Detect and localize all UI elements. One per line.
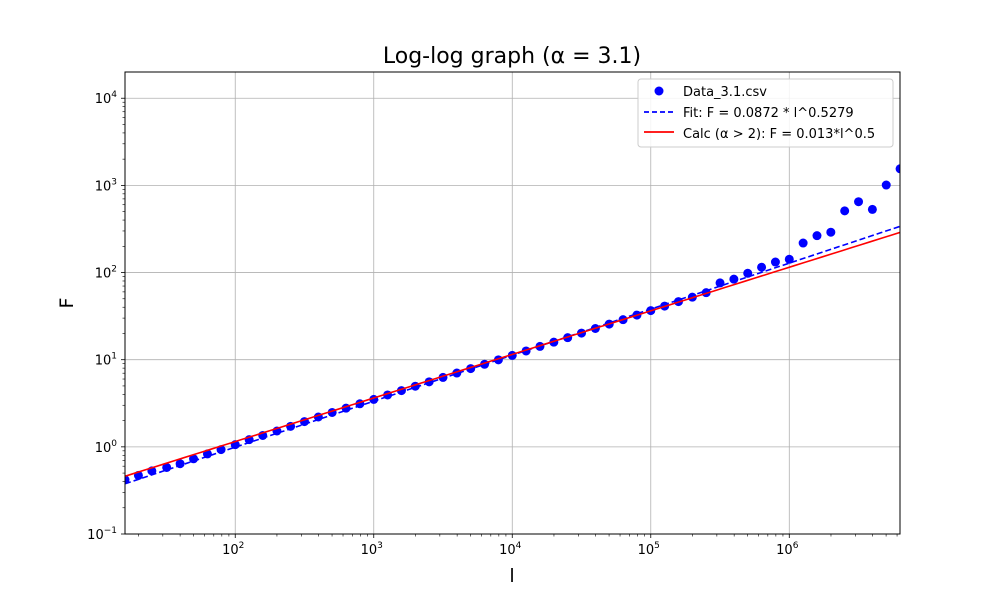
- legend: Data_3.1.csv Fit: F = 0.0872 * l^0.5279 …: [637, 78, 894, 148]
- calc-line: [125, 231, 900, 478]
- data-point: [770, 257, 780, 267]
- data-point: [757, 262, 767, 272]
- chart-title: Log-log graph (α = 3.1): [383, 44, 641, 69]
- data-point: [854, 197, 864, 207]
- legend-label-calc: Calc (α > 2): F = 0.013*l^0.5: [683, 127, 875, 142]
- x-tick-label: 102: [222, 541, 244, 558]
- data-point: [812, 231, 822, 241]
- plot-area: [125, 164, 900, 485]
- y-tick-label: 100: [95, 439, 118, 456]
- legend-label-fit: Fit: F = 0.0872 * l^0.5279: [683, 106, 854, 121]
- y-tick-label: 101: [95, 352, 117, 369]
- legend-label-data: Data_3.1.csv: [683, 85, 767, 100]
- data-point: [715, 278, 725, 288]
- data-point: [826, 227, 836, 237]
- data-point: [881, 180, 891, 190]
- axis-ticks: 102 103 104 105 106 10−1 100 101 102 103 104: [87, 90, 898, 558]
- data-point: [784, 254, 794, 264]
- x-tick-label: 103: [361, 541, 383, 558]
- x-axis-label: l: [509, 565, 514, 587]
- y-tick-label: 10−1: [87, 526, 117, 543]
- x-tick-label: 104: [499, 541, 522, 558]
- data-point: [895, 164, 900, 174]
- y-tick-label: 104: [95, 90, 118, 107]
- y-tick-label: 103: [95, 177, 117, 194]
- x-tick-label: 106: [776, 541, 799, 558]
- y-tick-label: 102: [95, 265, 117, 282]
- data-point: [798, 238, 808, 248]
- data-point: [840, 206, 850, 216]
- data-point: [867, 204, 877, 214]
- y-axis-label: F: [56, 298, 78, 309]
- legend-box: [637, 78, 894, 148]
- legend-marker-data: [654, 86, 664, 96]
- x-tick-label: 105: [638, 541, 660, 558]
